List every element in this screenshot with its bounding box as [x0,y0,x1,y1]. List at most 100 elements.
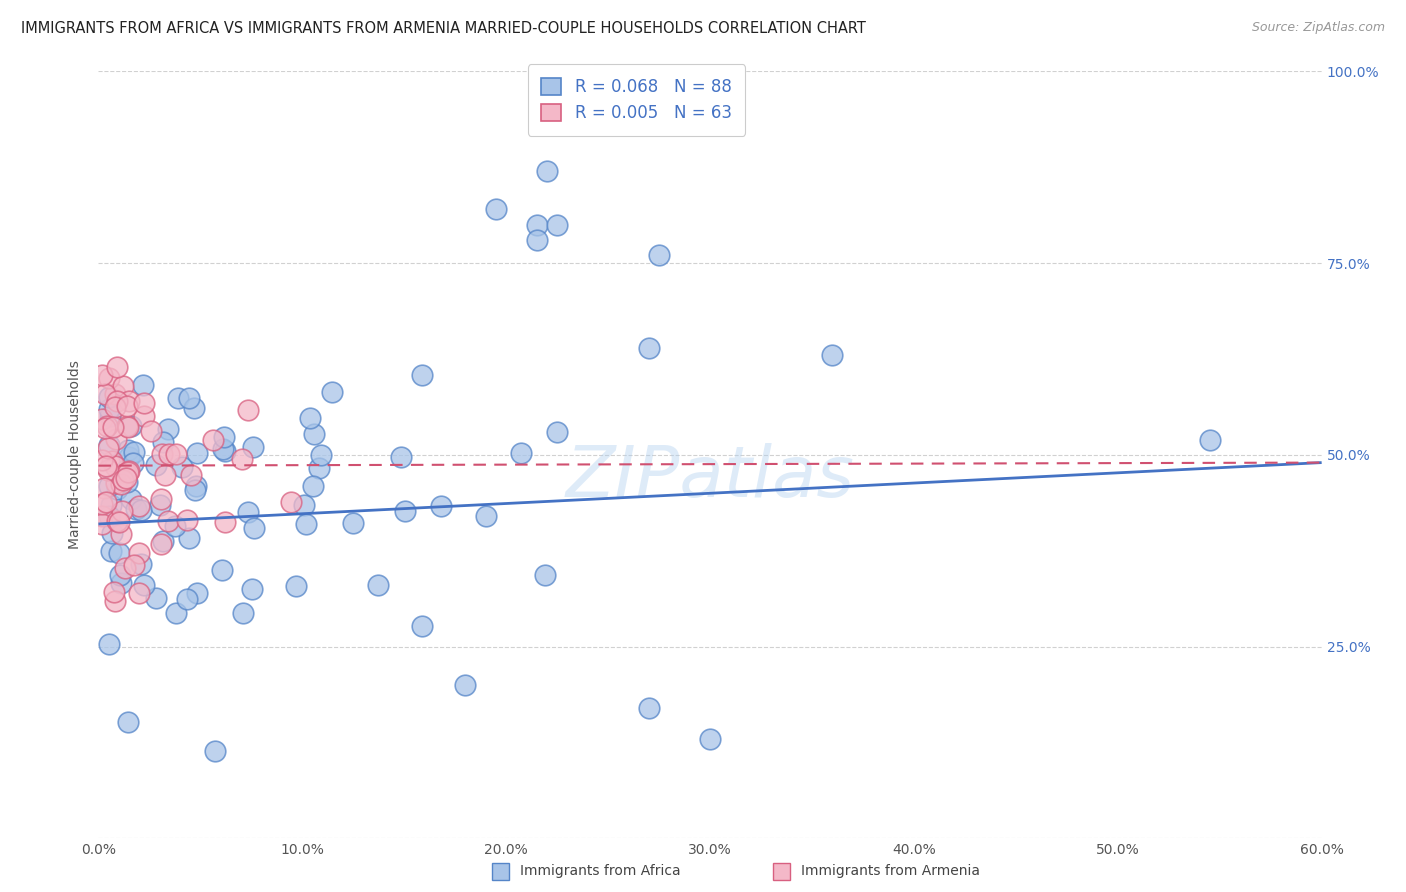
Point [301,479,323,493]
Point [114,561,136,575]
Point [117,420,139,434]
Point [308,461,330,475]
Point [342,516,364,530]
Point [125,501,148,516]
Point [165,447,187,461]
Point [124,558,146,572]
Point [157,447,180,461]
Point [180,468,202,483]
Point [129,557,152,571]
Point [150,537,173,551]
Point [389,450,412,464]
Point [214,515,236,529]
Point [204,744,226,758]
Point [321,385,343,400]
Text: Source: ZipAtlas.com: Source: ZipAtlas.com [1251,21,1385,34]
Point [120,418,142,433]
Point [298,410,321,425]
Point [145,458,167,472]
Point [212,442,235,457]
Point [121,456,143,470]
Point [120,491,142,506]
Point [112,473,135,487]
Point [100,543,122,558]
Point [97,371,120,385]
Point [231,451,253,466]
Point [117,399,139,413]
Point [91,497,114,511]
Point [105,432,128,446]
Point [153,468,176,483]
Point [367,577,389,591]
Point [104,593,127,607]
Point [292,498,315,512]
Point [107,482,129,496]
Point [93,386,115,401]
Point [183,401,205,416]
Point [202,434,225,448]
Point [97,462,120,476]
Point [145,591,167,605]
Point [179,531,201,545]
Point [108,568,131,582]
Point [91,509,114,524]
Point [212,430,235,444]
Point [103,420,125,434]
Point [214,444,236,458]
Point [111,379,134,393]
Y-axis label: Married-couple Households: Married-couple Households [69,360,83,549]
Point [107,359,129,374]
Text: Immigrants from Armenia: Immigrants from Armenia [801,864,980,879]
Point [284,579,307,593]
Point [152,434,174,449]
Point [232,606,254,620]
Text: IMMIGRANTS FROM AFRICA VS IMMIGRANTS FROM ARMENIA MARRIED-COUPLE HOUSEHOLDS CORR: IMMIGRANTS FROM AFRICA VS IMMIGRANTS FRO… [21,21,866,36]
Point [110,575,132,590]
Point [104,401,127,415]
Point [170,459,193,474]
Point [115,471,138,485]
Point [430,499,453,513]
Point [117,442,139,457]
Text: ZIPatlas: ZIPatlas [565,443,855,512]
Point [139,424,162,438]
Point [101,454,124,468]
Point [115,466,138,480]
Point [91,368,114,383]
Point [94,459,117,474]
Point [236,505,259,519]
Point [149,498,172,512]
Point [533,567,555,582]
Point [165,606,187,620]
Point [179,392,201,406]
Point [648,248,671,262]
Point [97,508,120,523]
Legend: R = 0.068   N = 88, R = 0.005   N = 63: R = 0.068 N = 88, R = 0.005 N = 63 [529,64,745,136]
Point [134,577,156,591]
Point [100,409,122,423]
Point [242,440,264,454]
Point [104,386,127,401]
Point [186,446,208,460]
Point [243,520,266,534]
Point [118,394,141,409]
Point [637,701,661,715]
Point [117,715,139,730]
Point [97,390,120,404]
Point [110,526,132,541]
Point [97,402,120,417]
Point [211,563,233,577]
Point [526,218,548,232]
Point [165,519,187,533]
Point [129,503,152,517]
Point [157,515,180,529]
Point [132,409,155,423]
Point [454,678,477,692]
Point [475,509,498,524]
Point [394,504,416,518]
Point [637,341,661,355]
Point [294,517,316,532]
Point [118,464,141,478]
Point [97,637,120,651]
Point [309,448,332,462]
